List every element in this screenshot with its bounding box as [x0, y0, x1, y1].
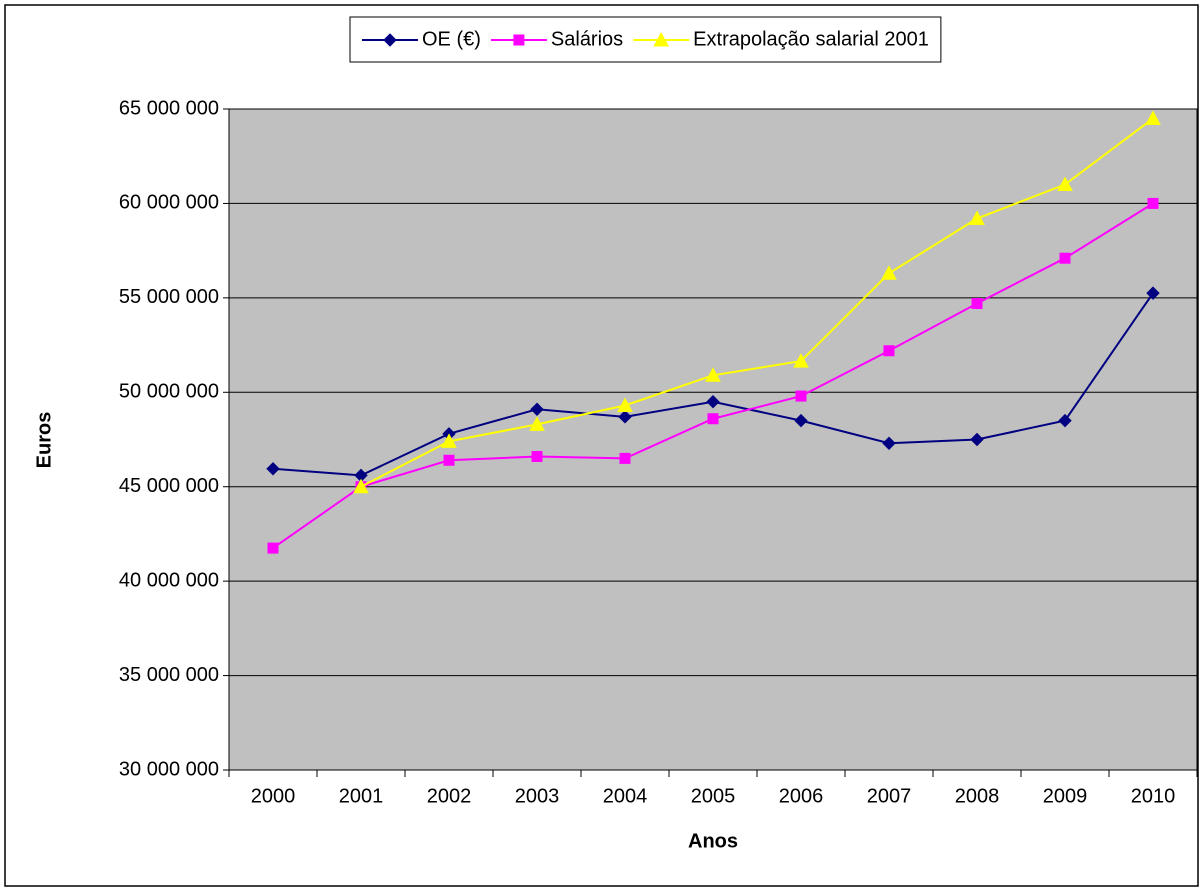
- x-tick-label: 2009: [1043, 785, 1088, 807]
- marker: [619, 452, 631, 464]
- marker: [529, 416, 545, 431]
- plot-border: [228, 108, 1198, 771]
- marker: [443, 454, 455, 466]
- y-tick-label: 45 000 000: [119, 475, 219, 497]
- x-axis-title: Anos: [688, 830, 738, 852]
- y-tick-label: 30 000 000: [119, 758, 219, 780]
- y-tick-label: 65 000 000: [119, 97, 219, 119]
- legend-label: Extrapolação salarial 2001: [693, 28, 929, 50]
- marker: [883, 345, 895, 357]
- y-axis-title: Euros: [33, 412, 55, 469]
- marker: [970, 432, 984, 447]
- marker: [1057, 176, 1073, 192]
- marker: [881, 265, 897, 280]
- x-tick-label: 2005: [691, 785, 736, 807]
- marker: [267, 542, 279, 554]
- marker: [353, 478, 369, 494]
- x-tick-label: 2007: [867, 785, 912, 807]
- marker: [793, 353, 809, 368]
- marker: [383, 33, 397, 47]
- marker: [531, 450, 543, 462]
- y-tick-label: 35 000 000: [119, 664, 219, 686]
- y-tick-label: 50 000 000: [119, 381, 219, 403]
- marker: [705, 367, 721, 382]
- marker: [1059, 252, 1071, 264]
- x-tick-label: 2010: [1131, 785, 1176, 807]
- marker: [707, 413, 719, 425]
- marker: [653, 31, 670, 47]
- marker: [617, 397, 633, 413]
- series-line: [360, 117, 1154, 488]
- legend-label: Salários: [551, 28, 623, 50]
- marker: [794, 413, 808, 428]
- marker: [706, 395, 720, 409]
- marker: [1146, 286, 1160, 300]
- x-tick-label: 2000: [251, 785, 296, 807]
- y-tick-label: 55 000 000: [119, 286, 219, 308]
- marker: [530, 402, 544, 416]
- marker: [969, 210, 985, 226]
- plot-area: [229, 109, 1197, 770]
- marker: [1147, 197, 1159, 209]
- marker: [882, 436, 896, 450]
- marker: [971, 298, 983, 310]
- marker: [513, 34, 525, 46]
- y-tick-label: 60 000 000: [119, 192, 219, 214]
- marker: [618, 410, 632, 424]
- legend-label: OE (€): [422, 28, 481, 50]
- marker: [441, 433, 457, 448]
- marker: [266, 462, 280, 476]
- x-tick-label: 2001: [339, 785, 384, 807]
- x-tick-label: 2006: [779, 785, 824, 807]
- y-tick-label: 40 000 000: [119, 569, 219, 591]
- marker: [1145, 110, 1161, 125]
- x-tick-label: 2004: [603, 785, 648, 807]
- x-tick-label: 2008: [955, 785, 1000, 807]
- marker: [795, 390, 807, 402]
- x-tick-label: 2003: [515, 785, 560, 807]
- marker: [1058, 413, 1072, 428]
- x-tick-label: 2002: [427, 785, 472, 807]
